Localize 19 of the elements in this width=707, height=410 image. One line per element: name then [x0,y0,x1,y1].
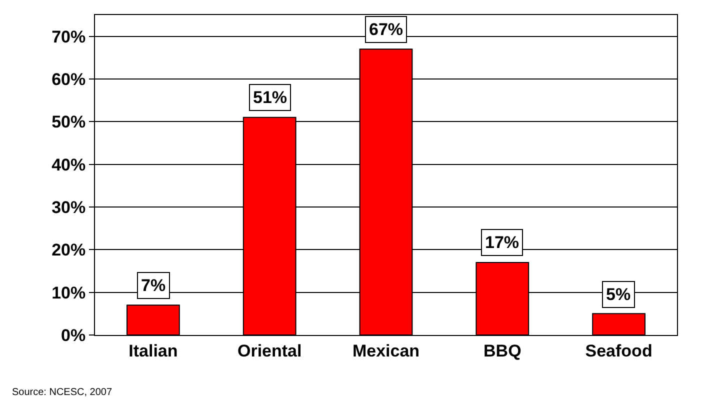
data-label: 67% [369,20,404,39]
y-tick-label: 0% [61,326,86,345]
y-tick-label: 30% [52,198,86,217]
x-tick-label: Mexican [352,341,420,360]
data-label: 5% [606,285,631,304]
x-tick-label: Oriental [237,341,302,360]
x-tick-label: Seafood [585,341,652,360]
y-tick-label: 60% [52,70,86,89]
source-note: Source: NCESC, 2007 [12,387,112,398]
x-tick-label: Italian [128,341,178,360]
y-tick-label: 20% [52,240,86,260]
y-tick-label: 40% [52,155,86,174]
y-tick-label: 70% [52,27,86,46]
data-label: 51% [253,88,288,107]
data-label: 17% [485,233,520,252]
data-label: 7% [141,276,166,295]
y-tick-label: 10% [52,283,86,302]
y-tick-label: 50% [52,112,86,132]
x-tick-label: BBQ [484,341,522,360]
